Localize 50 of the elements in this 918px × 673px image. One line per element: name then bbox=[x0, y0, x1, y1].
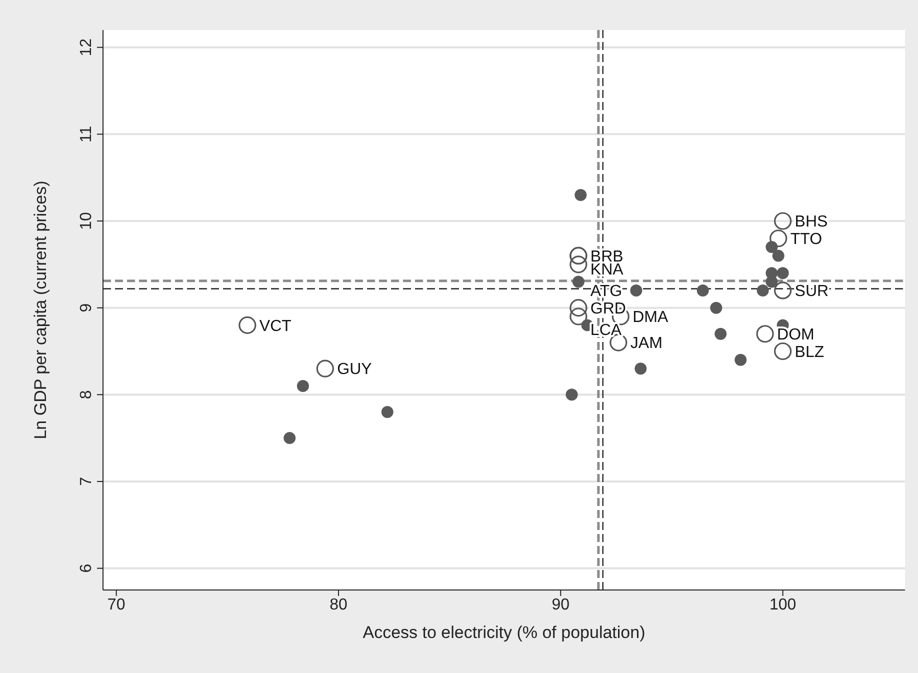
point bbox=[381, 406, 394, 418]
x-tick-label: 90 bbox=[552, 596, 570, 614]
point bbox=[734, 354, 747, 366]
annotation: DOM bbox=[777, 326, 814, 344]
y-tick-label: 6 bbox=[78, 564, 95, 573]
point bbox=[770, 230, 788, 248]
annotation: VCT bbox=[259, 318, 292, 335]
point bbox=[570, 308, 588, 326]
point bbox=[756, 325, 774, 343]
x-axis-title: Access to electricity (% of population) bbox=[362, 623, 646, 642]
annotation: GUY bbox=[337, 361, 372, 378]
point bbox=[284, 432, 296, 444]
y-tick-label: 11 bbox=[78, 126, 95, 142]
point bbox=[570, 256, 588, 274]
point bbox=[296, 380, 309, 392]
x-tick-label: 100 bbox=[769, 596, 796, 614]
y-tick-label: 8 bbox=[78, 390, 95, 400]
point bbox=[630, 284, 642, 296]
annotation: KNA bbox=[590, 261, 624, 278]
point bbox=[774, 342, 792, 360]
y-tick-label: 12 bbox=[78, 38, 95, 56]
point bbox=[566, 388, 578, 401]
point bbox=[572, 276, 584, 288]
point bbox=[774, 282, 792, 300]
annotation: LCA bbox=[590, 322, 622, 340]
point bbox=[634, 362, 647, 375]
annotation: BLZ bbox=[794, 344, 824, 361]
x-tick-label: 80 bbox=[330, 596, 348, 614]
point bbox=[776, 267, 789, 280]
annotation: TTO bbox=[790, 230, 822, 248]
point bbox=[714, 328, 727, 340]
y-axis-title: Ln GDP per capita (current prices) bbox=[31, 180, 50, 440]
y-tick-label: 9 bbox=[78, 303, 95, 312]
point bbox=[316, 360, 334, 378]
point bbox=[756, 284, 769, 296]
annotation: BHS bbox=[794, 214, 828, 231]
point bbox=[772, 250, 784, 262]
y-tick-label: 7 bbox=[78, 476, 95, 486]
annotation: DMA bbox=[632, 309, 669, 326]
point bbox=[710, 302, 722, 314]
point bbox=[610, 334, 628, 352]
point bbox=[774, 212, 792, 230]
point bbox=[766, 241, 778, 254]
point bbox=[574, 188, 587, 201]
x-tick-label: 70 bbox=[107, 596, 126, 614]
point bbox=[696, 284, 709, 296]
point bbox=[238, 316, 256, 334]
point bbox=[570, 299, 588, 317]
annotation: JAM bbox=[630, 335, 662, 352]
y-tick-label: 10 bbox=[78, 212, 95, 230]
